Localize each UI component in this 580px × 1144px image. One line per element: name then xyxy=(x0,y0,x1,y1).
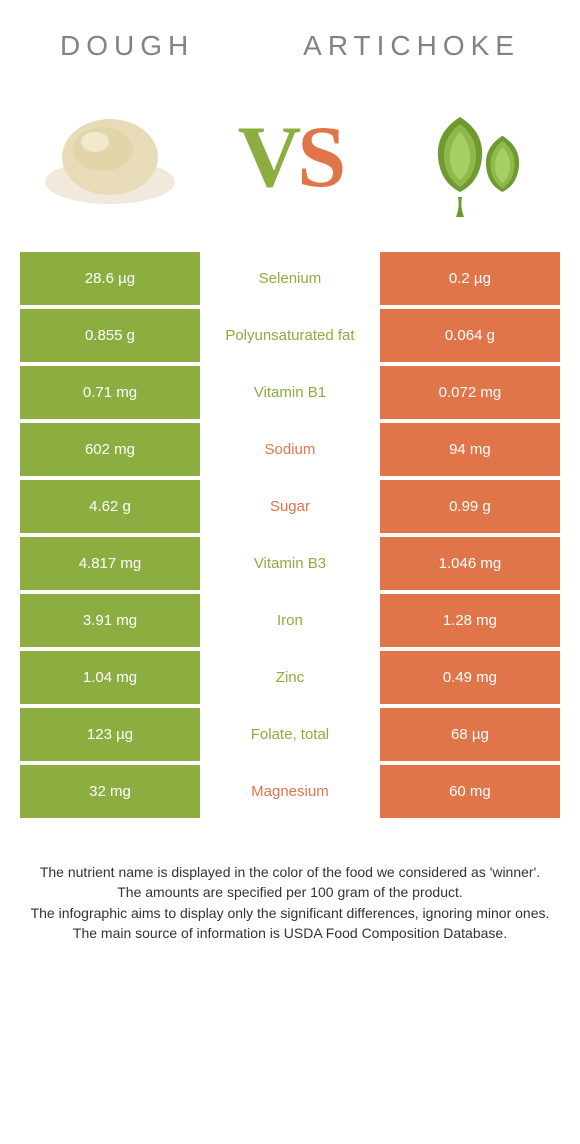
table-row: 0.855 gPolyunsaturated fat0.064 g xyxy=(20,309,560,362)
vs-label: VS xyxy=(238,107,343,208)
table-row: 123 µgFolate, total68 µg xyxy=(20,708,560,761)
vs-s: S xyxy=(297,107,342,208)
nutrient-label: Sodium xyxy=(200,423,380,476)
table-row: 28.6 µgSelenium0.2 µg xyxy=(20,252,560,305)
nutrient-label: Zinc xyxy=(200,651,380,704)
value-right: 60 mg xyxy=(380,765,560,818)
nutrient-label: Iron xyxy=(200,594,380,647)
value-right: 0.2 µg xyxy=(380,252,560,305)
value-left: 0.71 mg xyxy=(20,366,200,419)
table-row: 32 mgMagnesium60 mg xyxy=(20,765,560,818)
nutrient-label: Selenium xyxy=(200,252,380,305)
value-right: 1.28 mg xyxy=(380,594,560,647)
dough-image xyxy=(30,92,190,222)
nutrient-label: Folate, total xyxy=(200,708,380,761)
footer-line-1: The nutrient name is displayed in the co… xyxy=(30,862,550,882)
value-right: 0.072 mg xyxy=(380,366,560,419)
value-right: 0.49 mg xyxy=(380,651,560,704)
value-right: 94 mg xyxy=(380,423,560,476)
value-right: 0.064 g xyxy=(380,309,560,362)
value-left: 28.6 µg xyxy=(20,252,200,305)
value-left: 123 µg xyxy=(20,708,200,761)
value-left: 3.91 mg xyxy=(20,594,200,647)
table-row: 0.71 mgVitamin B10.072 mg xyxy=(20,366,560,419)
footer-notes: The nutrient name is displayed in the co… xyxy=(20,822,560,953)
value-left: 4.62 g xyxy=(20,480,200,533)
nutrient-label: Polyunsaturated fat xyxy=(200,309,380,362)
footer-line-4: The main source of information is USDA F… xyxy=(30,923,550,943)
value-left: 1.04 mg xyxy=(20,651,200,704)
comparison-table: 28.6 µgSelenium0.2 µg0.855 gPolyunsatura… xyxy=(20,252,560,818)
hero-row: VS xyxy=(20,82,560,252)
table-row: 4.62 gSugar0.99 g xyxy=(20,480,560,533)
nutrient-label: Sugar xyxy=(200,480,380,533)
title-right: Artichoke xyxy=(303,30,520,62)
value-left: 0.855 g xyxy=(20,309,200,362)
table-row: 4.817 mgVitamin B31.046 mg xyxy=(20,537,560,590)
header: Dough Artichoke xyxy=(20,20,560,82)
nutrient-label: Magnesium xyxy=(200,765,380,818)
value-right: 0.99 g xyxy=(380,480,560,533)
footer-line-2: The amounts are specified per 100 gram o… xyxy=(30,882,550,902)
footer-line-3: The infographic aims to display only the… xyxy=(30,903,550,923)
value-left: 4.817 mg xyxy=(20,537,200,590)
table-row: 3.91 mgIron1.28 mg xyxy=(20,594,560,647)
vs-v: V xyxy=(238,107,298,208)
value-right: 1.046 mg xyxy=(380,537,560,590)
nutrient-label: Vitamin B1 xyxy=(200,366,380,419)
value-left: 32 mg xyxy=(20,765,200,818)
table-row: 602 mgSodium94 mg xyxy=(20,423,560,476)
artichoke-image xyxy=(390,92,550,222)
table-row: 1.04 mgZinc0.49 mg xyxy=(20,651,560,704)
nutrient-label: Vitamin B3 xyxy=(200,537,380,590)
value-right: 68 µg xyxy=(380,708,560,761)
value-left: 602 mg xyxy=(20,423,200,476)
title-left: Dough xyxy=(60,30,194,62)
